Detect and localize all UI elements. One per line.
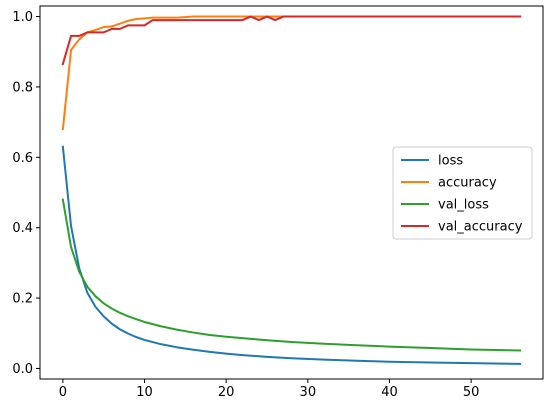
x-tick-label: 50 (463, 385, 480, 400)
x-tick-label: 20 (218, 385, 235, 400)
y-tick-label: 0.6 (12, 151, 33, 166)
y-tick-label: 1.0 (12, 10, 33, 25)
x-tick-label: 10 (136, 385, 153, 400)
y-tick-label: 0.2 (12, 292, 33, 307)
legend-label-val-loss: val_loss (438, 198, 489, 213)
y-tick-label: 0.8 (12, 80, 33, 95)
legend: loss accuracy val_loss val_accuracy (392, 146, 533, 240)
x-tick-label: 30 (300, 385, 317, 400)
x-tick-label: 0 (59, 385, 67, 400)
legend-label-accuracy: accuracy (438, 176, 497, 191)
plot-frame (39, 5, 544, 380)
x-tick-label: 40 (381, 385, 398, 400)
series-line-val-loss (61, 198, 522, 352)
series-line-loss (61, 145, 522, 365)
legend-box (392, 146, 533, 240)
series-line-val-accuracy (61, 15, 522, 66)
legend-label-val-accuracy: val_accuracy (438, 220, 523, 235)
y-tick-label: 0.4 (12, 221, 33, 236)
y-tick-label: 0.0 (12, 362, 33, 377)
legend-label-loss: loss (438, 154, 463, 169)
series-layer (61, 15, 522, 365)
axes-layer: 0 10 20 30 40 50 0.0 0.2 0.4 0.6 0.8 1.0 (12, 5, 544, 400)
